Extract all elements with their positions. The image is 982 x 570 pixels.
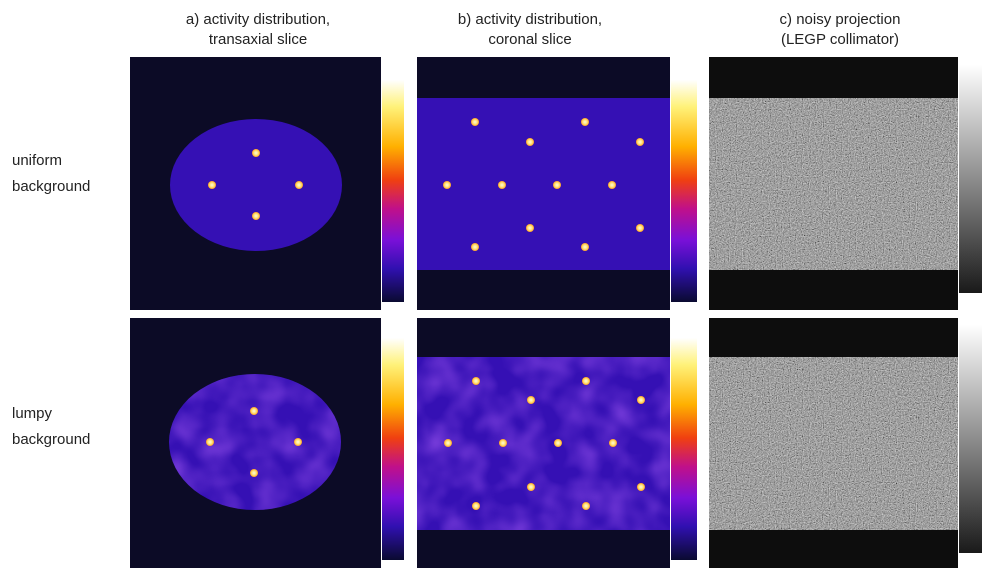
panel-b-lumpy <box>417 318 697 568</box>
panel-c-uniform <box>709 57 982 310</box>
figure: a) activity distribution, transaxial slic… <box>0 0 982 570</box>
panel-a-uniform <box>130 57 404 310</box>
column-header-line: transaxial slice <box>209 31 307 48</box>
column-header-line: coronal slice <box>488 31 571 48</box>
column-header-line: c) noisy projection <box>780 11 901 28</box>
column-header-line: a) activity distribution, <box>186 11 330 28</box>
column-header-line: b) activity distribution, <box>458 11 602 28</box>
panel-b-uniform <box>417 57 697 310</box>
column-header-line: (LEGP collimator) <box>781 31 899 48</box>
panel-c-lumpy <box>709 318 982 568</box>
column-headers: a) activity distribution, transaxial slic… <box>186 11 901 48</box>
panel-a-lumpy <box>130 318 404 568</box>
row-label-line: background <box>12 431 90 448</box>
row-label-line: background <box>12 178 90 195</box>
row-label-line: lumpy <box>12 405 53 422</box>
row-label-line: uniform <box>12 152 62 169</box>
row-labels: uniform background lumpy background <box>12 152 90 448</box>
